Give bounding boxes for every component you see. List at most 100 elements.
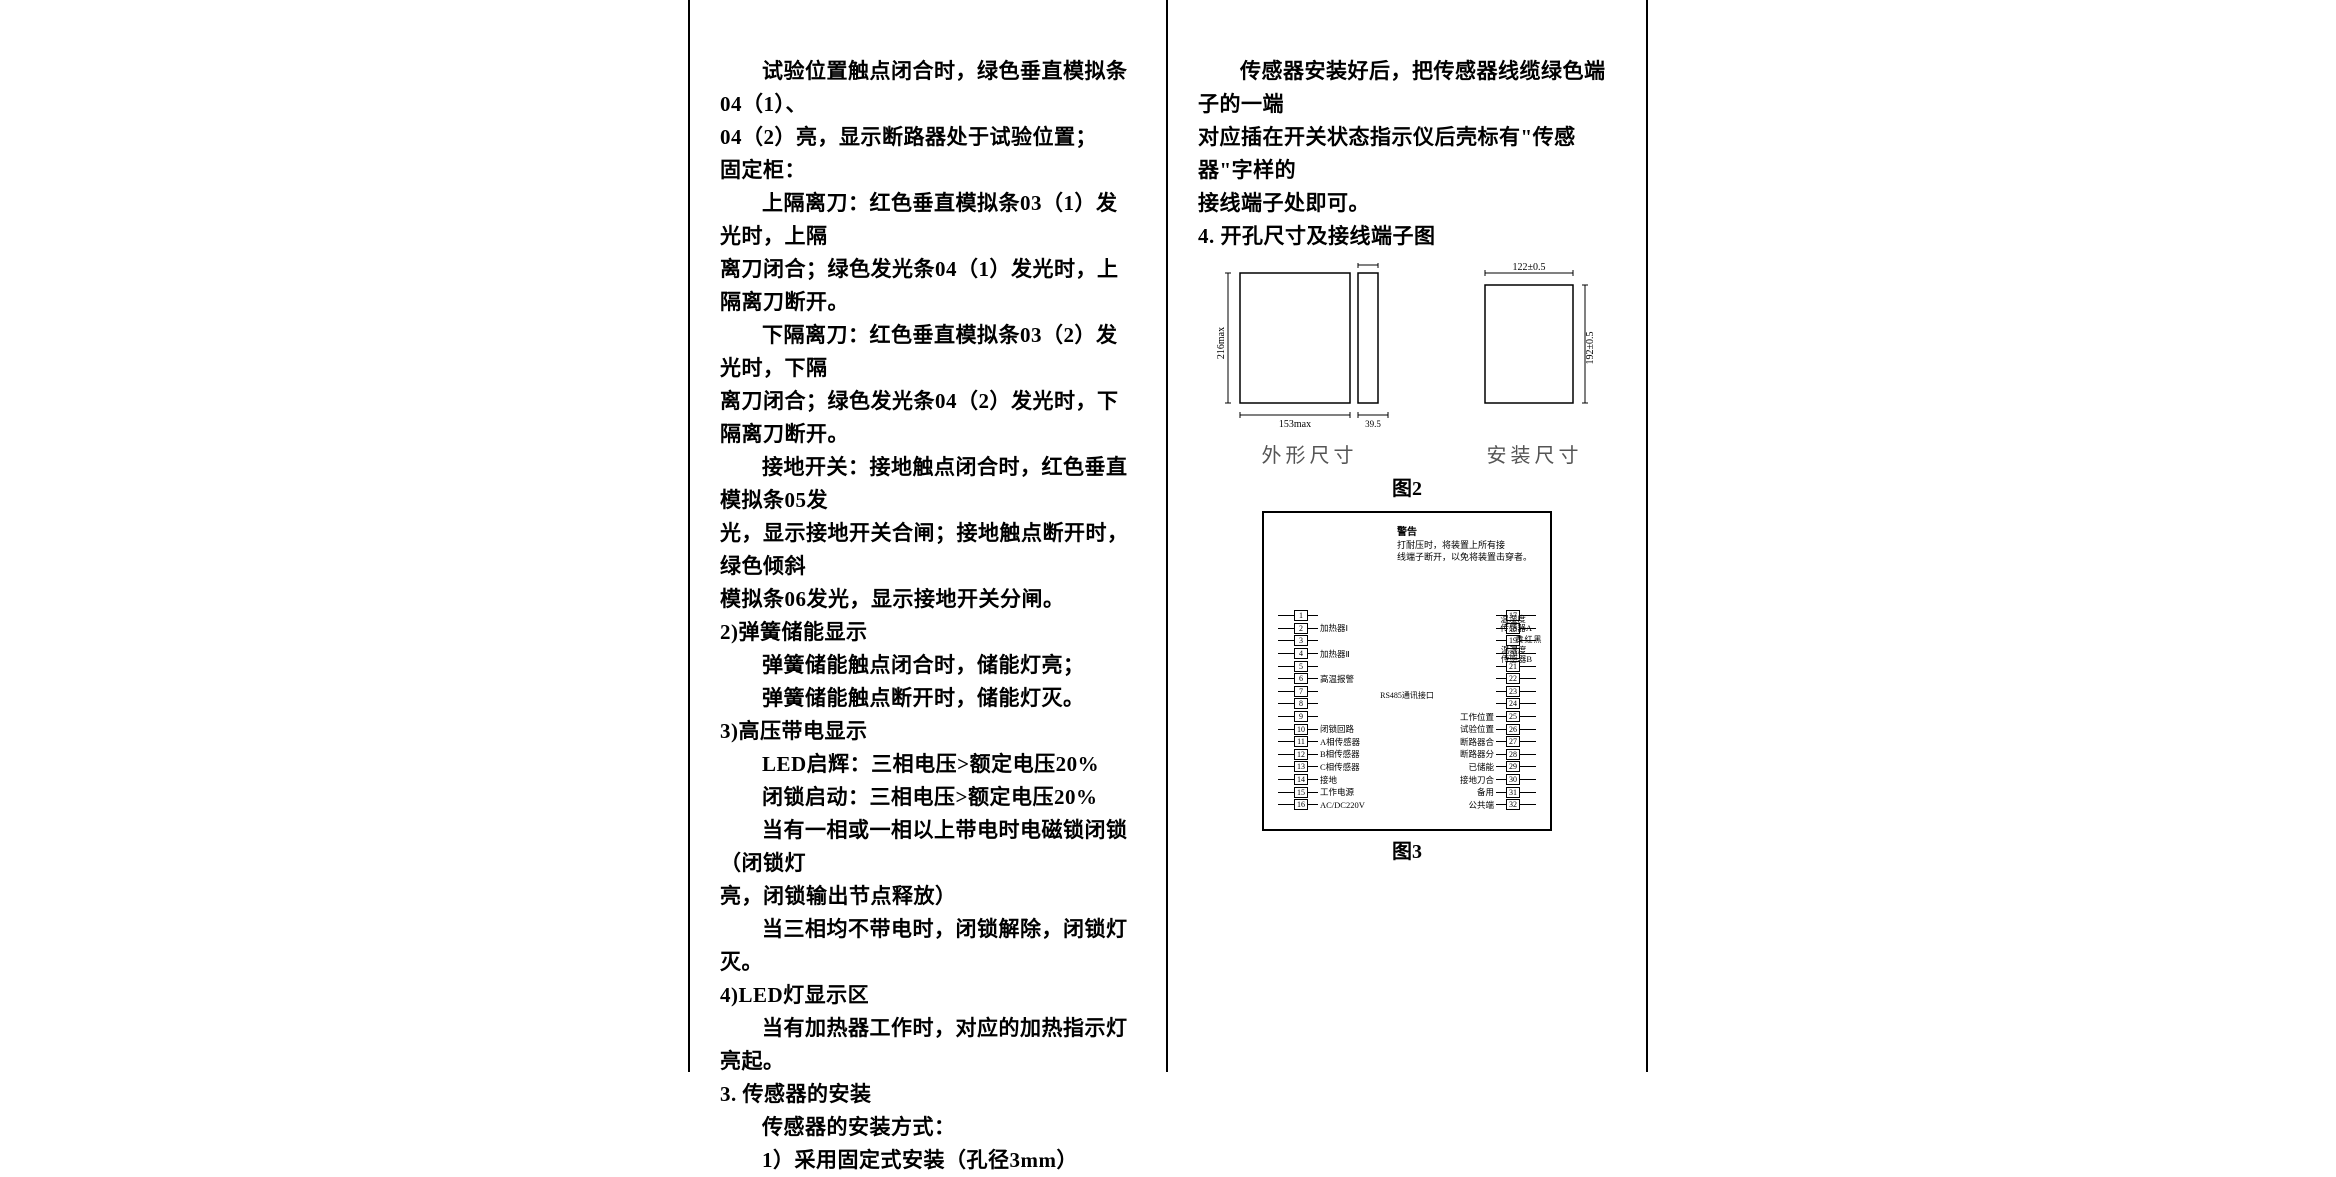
terminal-pin: 13C相传感器 <box>1278 761 1367 774</box>
dim-text: 153max <box>1278 419 1310 430</box>
para: 1）采用固定式安装（孔径3mm） <box>720 1144 1136 1177</box>
terminal-pin: 16AC/DC220V <box>1278 798 1367 811</box>
dim-text: 216max <box>1216 327 1227 359</box>
para: 当有加热器工作时，对应的加热指示灯亮起。 <box>720 1012 1136 1078</box>
pin-number: 4 <box>1294 648 1308 659</box>
pin-label: 试验位置 <box>1454 723 1496 735</box>
pin-number: 13 <box>1294 761 1308 772</box>
pin-number: 12 <box>1294 749 1308 760</box>
pin-label: 加热器Ⅰ <box>1318 622 1350 634</box>
pin-number: 9 <box>1294 711 1308 722</box>
para: 接地开关：接地触点闭合时，红色垂直模拟条05发 <box>720 451 1136 517</box>
terminal-pin: 断路器合 27 <box>1454 735 1536 748</box>
heading-3: 3. 传感器的安装 <box>720 1078 1136 1111</box>
pin-label: 备用 <box>1454 786 1496 798</box>
pin-label: 断路器分 <box>1454 748 1496 760</box>
para: 闭锁启动：三相电压>额定电压20% <box>720 781 1136 814</box>
pin-label: 加热器Ⅱ <box>1318 648 1352 660</box>
pin-label: 接地刀合 <box>1454 774 1496 786</box>
para: 模拟条06发光，显示接地开关分闸。 <box>720 583 1136 616</box>
pin-number: 32 <box>1506 799 1520 810</box>
para: 对应插在开关状态指示仪后壳标有"传感器"字样的 <box>1198 121 1616 187</box>
pin-number: 10 <box>1294 724 1308 735</box>
grp-sensor-a: 温湿度 传感器A <box>1500 615 1532 633</box>
dim-text: 28 <box>1363 263 1373 265</box>
subhead-2: 2)弹簧储能显示 <box>720 616 1136 649</box>
dim-text: 39.5 <box>1365 419 1381 429</box>
para: 04（2）亮，显示断路器处于试验位置； <box>720 121 1136 154</box>
pin-label: B相传感器 <box>1318 748 1362 760</box>
para: 接线端子处即可。 <box>1198 187 1616 220</box>
grp-colors: 黑 红 黄 <box>1515 635 1542 643</box>
pin-number: 5 <box>1294 661 1308 672</box>
pin-number: 7 <box>1294 686 1308 697</box>
para: 下隔离刀：红色垂直模拟条03（2）发光时，下隔 <box>720 319 1136 385</box>
pin-label: 高温报警 <box>1318 673 1356 685</box>
dim-text: 192±0.5 <box>1585 332 1596 365</box>
terminal-left-col: 12加热器Ⅰ34加热器Ⅱ56高温报警78910闭锁回路11A相传感器12B相传感… <box>1278 610 1367 812</box>
page-right: 传感器安装好后，把传感器线缆绿色端子的一端 对应插在开关状态指示仪后壳标有"传感… <box>1168 0 1648 1072</box>
fig3-caption: 图3 <box>1198 835 1616 864</box>
para: 传感器的安装方式： <box>720 1111 1136 1144</box>
para: 弹簧储能触点断开时，储能灯灭。 <box>720 682 1136 715</box>
para: 光，显示接地开关合闸；接地触点断开时，绿色倾斜 <box>720 517 1136 583</box>
pin-number: 22 <box>1506 673 1520 684</box>
terminal-pin: 14接地 <box>1278 773 1367 786</box>
pin-number: 8 <box>1294 698 1308 709</box>
pin-number: 27 <box>1506 736 1520 747</box>
rs485-label: RS485通讯接口 <box>1380 690 1434 701</box>
grp-sensor-b: 温湿度 传感器B <box>1501 646 1532 664</box>
pin-number: 29 <box>1506 761 1520 772</box>
pin-label: AC/DC220V <box>1318 800 1367 810</box>
terminal-pin: 7 <box>1278 685 1367 698</box>
terminal-pin: 工作位置25 <box>1454 710 1536 723</box>
pin-number: 23 <box>1506 686 1520 697</box>
pin-number: 15 <box>1294 787 1308 798</box>
pin-number: 26 <box>1506 724 1520 735</box>
terminal-pin: 1 <box>1278 610 1367 623</box>
pin-label: 工作位置 <box>1454 711 1496 723</box>
terminal-pin: 3 <box>1278 635 1367 648</box>
pin-number: 1 <box>1294 610 1308 621</box>
terminal-pin: 6高温报警 <box>1278 672 1367 685</box>
pin-label: 公共端 <box>1454 799 1496 811</box>
terminal-pin: 9 <box>1278 710 1367 723</box>
figure-3: 警告 打耐压时，将装置上所有接 线端子断开，以免将装置击穿者。 12加热器Ⅰ34… <box>1262 511 1552 831</box>
fig2-caption: 图2 <box>1198 472 1616 501</box>
pin-label: 工作电源 <box>1318 786 1356 798</box>
pin-number: 2 <box>1294 623 1308 634</box>
terminal-diagram: 12加热器Ⅰ34加热器Ⅱ56高温报警78910闭锁回路11A相传感器12B相传感… <box>1278 610 1536 812</box>
terminal-pin: 试验位置 26 <box>1454 723 1536 736</box>
subhead-3: 3)高压带电显示 <box>720 715 1136 748</box>
fig2-install-block: 122±0.5 192±0.5 安装尺寸 <box>1465 263 1605 468</box>
left-text-body: 试验位置触点闭合时，绿色垂直模拟条04（1）、 04（2）亮，显示断路器处于试验… <box>720 55 1136 1177</box>
para: 亮，闭锁输出节点释放） <box>720 880 1136 913</box>
terminal-pin: 公共端 32 <box>1454 798 1536 811</box>
terminal-pin: 22 <box>1454 672 1536 685</box>
pin-number: 30 <box>1506 774 1520 785</box>
terminal-pin: 24 <box>1454 698 1536 711</box>
para: 试验位置触点闭合时，绿色垂直模拟条04（1）、 <box>720 55 1136 121</box>
terminal-pin: 12 B相传感器 <box>1278 748 1367 761</box>
pin-number: 31 <box>1506 787 1520 798</box>
para: 固定柜： <box>720 154 1136 187</box>
pin-label: 已储能 <box>1454 761 1496 773</box>
heading-4: 4. 开孔尺寸及接线端子图 <box>1198 220 1616 253</box>
para: 当三相均不带电时，闭锁解除，闭锁灯灭。 <box>720 913 1136 979</box>
terminal-pin: 11A相传感器 <box>1278 735 1367 748</box>
terminal-pin: 5 <box>1278 660 1367 673</box>
terminal-pin: 23 <box>1454 685 1536 698</box>
figure-2: 28 216max 153max 39.5 外形尺寸 <box>1198 263 1616 468</box>
terminal-pin: 15 工作电源 <box>1278 786 1367 799</box>
terminal-pin: 接地刀合 30 <box>1454 773 1536 786</box>
terminal-pin: 备用 31 <box>1454 786 1536 799</box>
para: 离刀闭合；绿色发光条04（2）发光时，下隔离刀断开。 <box>720 385 1136 451</box>
warn-title: 警告 <box>1397 527 1532 539</box>
pin-label: 断路器合 <box>1454 736 1496 748</box>
pin-label: 闭锁回路 <box>1318 723 1356 735</box>
terminal-pin: 断路器分 28 <box>1454 748 1536 761</box>
pin-label: 接地 <box>1318 774 1339 786</box>
warn-line: 线端子断开，以免将装置击穿者。 <box>1397 551 1532 563</box>
pin-number: 28 <box>1506 749 1520 760</box>
terminal-pin: 8 <box>1278 698 1367 711</box>
